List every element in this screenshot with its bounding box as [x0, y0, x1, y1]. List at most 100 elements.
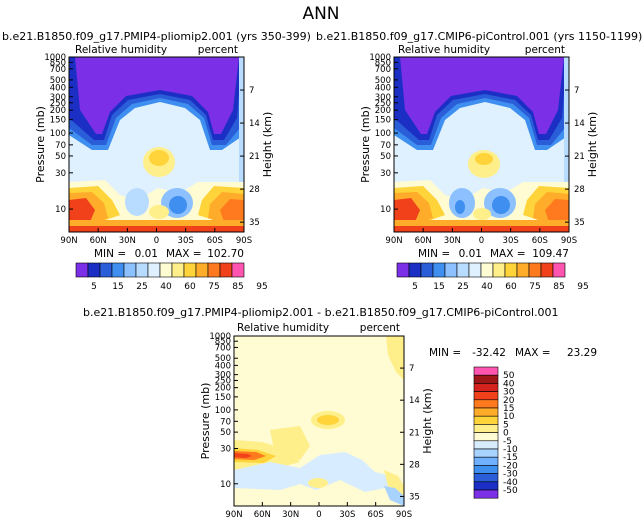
panel-c-colorbar-swatch [473, 448, 499, 458]
sh-midlat-3 [545, 199, 569, 224]
panel-c-axes: 1030507010015020025030040050070085010003… [199, 332, 434, 520]
panel-c-colorbar-label: 30 [503, 388, 515, 398]
panel-a-colorbar-label: 15 [112, 282, 123, 292]
panel-b-colorbar-swatch [504, 262, 518, 278]
panel-a-subtitle-left: Relative humidity [75, 44, 167, 56]
panel-c-colorbar-swatch [473, 399, 499, 409]
panel-a-ytick-label: 30 [55, 169, 66, 179]
panel-b-ylabel: Pressure (mb) [359, 106, 372, 183]
panel-c-ytick-right-label: 35 [409, 492, 420, 502]
panel-a-subtitle-right: percent [198, 44, 238, 56]
panel-c-ylabel-right: Height (km) [421, 388, 434, 454]
panel-b-colorbar-swatch [444, 262, 458, 278]
panel-a-colorbar-swatch [159, 262, 173, 278]
dry-pocket-n-core [455, 200, 465, 214]
panel-a-ylabel: Pressure (mb) [34, 106, 47, 183]
panel-b-ytick-label: 10 [380, 205, 391, 215]
panel-c-colorbar-label: -15 [503, 453, 518, 463]
panel-b-colorbar-swatch [396, 262, 410, 278]
panel-c-colorbar-swatch [473, 465, 499, 474]
panel-a-axes: 1030507010015020025030040050070085010003… [34, 53, 274, 246]
panel-b-max-label: MAX = [490, 248, 526, 260]
panel-b-colorbar-swatch [468, 262, 482, 278]
panel-c-colorbar-label: 40 [503, 379, 515, 389]
panel-c-min-value: -32.42 [472, 347, 506, 359]
panel-c-colorbar-swatch [473, 391, 499, 401]
panel-a-min-value: 0.01 [135, 248, 158, 260]
panel-b-ytick-label: 150 [375, 116, 391, 126]
panel-a-colorbar-swatch [111, 262, 125, 278]
panel-c-xtick-label: 30S [339, 510, 355, 520]
panel-b-colorbar-swatch [492, 262, 506, 278]
south-pole-edge [564, 57, 569, 187]
panel-a-ytick-label: 100 [50, 129, 66, 139]
panel-b-colorbar-swatch [552, 262, 566, 278]
panel-b-subtitle-right: percent [525, 44, 565, 56]
panel-c-xtick-label: 90S [396, 510, 412, 520]
panel-c-subtitle-right: percent [360, 322, 400, 334]
panel-a-colorbar-label: 75 [208, 282, 219, 292]
panel-c-xtick-label: 60N [254, 510, 271, 520]
panel-b-ytick-label: 100 [375, 129, 391, 139]
panel-b-xtick-label: 30N [444, 236, 461, 246]
panel-a-colorbar-swatch [207, 262, 221, 278]
panel-b-ytick-label: 400 [375, 83, 391, 93]
panel-c-colorbar-label: -50 [503, 486, 518, 496]
panel-a-ytick-right-label: 14 [249, 119, 260, 129]
panel-c-colorbar-label: 0 [503, 429, 509, 439]
panel-c-colorbar-label: 15 [503, 404, 514, 414]
panel-a-colorbar-swatch [135, 262, 149, 278]
panel-b-subtitle-left: Relative humidity [398, 44, 490, 56]
panel-c-colorbar-swatch [473, 415, 499, 425]
panel-b-xtick-label: 90N [385, 236, 402, 246]
panel-c-colorbar-swatch [473, 481, 499, 491]
panel-b-ytick-label: 700 [375, 65, 391, 75]
panel-a-xtick-label: 30N [119, 236, 136, 246]
sh-midlat-3 [220, 199, 244, 224]
panel-c-xtick-label: 90N [225, 510, 242, 520]
diff-nh-jet-3 [234, 453, 252, 458]
itcz [149, 205, 169, 219]
diff-sh-sfc [384, 486, 404, 506]
panel-c-colorbar-label: 10 [503, 412, 515, 422]
dry-pocket-s-core [169, 196, 187, 214]
panel-a-colorbar-swatch [183, 262, 197, 278]
panel-b-colorbar-label: 15 [433, 282, 444, 292]
panel-b-ytick-label: 30 [380, 169, 391, 179]
panel-a-ytick-right-label: 21 [249, 152, 260, 162]
panel-c-colorbar-swatch [473, 424, 499, 433]
panel-c-ytick-label: 700 [215, 343, 231, 353]
panel-a-colorbar-swatch [195, 262, 209, 278]
diff-trop-lower [308, 478, 328, 488]
panel-b-colorbar-label: 95 [577, 282, 588, 292]
tropical-core [149, 150, 169, 166]
panel-b-colorbar-swatch [420, 262, 434, 278]
panel-b-colorbar-label: 60 [505, 282, 517, 292]
panel-b-ylabel-right: Height (km) [586, 112, 599, 178]
panel-a-ytick-label: 700 [50, 65, 66, 75]
panel-b-ytick-label: 200 [375, 106, 391, 116]
diff-sh-strat [386, 336, 404, 380]
panel-b-ytick-label: 250 [375, 99, 391, 109]
panel-a-ytick-right-label: 7 [249, 86, 254, 96]
panel-c-colorbar-label: -20 [503, 461, 518, 471]
panel-b-axes: 1030507010015020025030040050070085010003… [359, 53, 599, 246]
panel-c-colorbar-swatch [473, 440, 499, 450]
panel-b-colorbar: 5 15 25 40 60 75 85 95 [396, 262, 589, 292]
panel-c-colorbar-swatch [473, 383, 499, 392]
panel-c-ylabel: Pressure (mb) [199, 383, 212, 460]
panel-a-ytick-label: 70 [55, 141, 66, 151]
panel-b-field [394, 57, 569, 232]
panel-c-xtick-label: 60S [368, 510, 384, 520]
tropical-core [475, 153, 493, 165]
panel-a-colorbar-label: 85 [232, 282, 243, 292]
panel-a-ytick-right-label: 35 [249, 218, 260, 228]
panel-b-ytick-label: 70 [380, 141, 391, 151]
panel-a-ytick-label: 250 [50, 99, 66, 109]
panel-b-ytick-label: 1000 [369, 53, 391, 63]
panel-b-colorbar-label: 85 [553, 282, 564, 292]
diff-trop-upper-core [317, 415, 339, 425]
panel-b-max-value: 109.47 [532, 248, 569, 260]
panel-c-ytick-label: 10 [220, 480, 231, 490]
